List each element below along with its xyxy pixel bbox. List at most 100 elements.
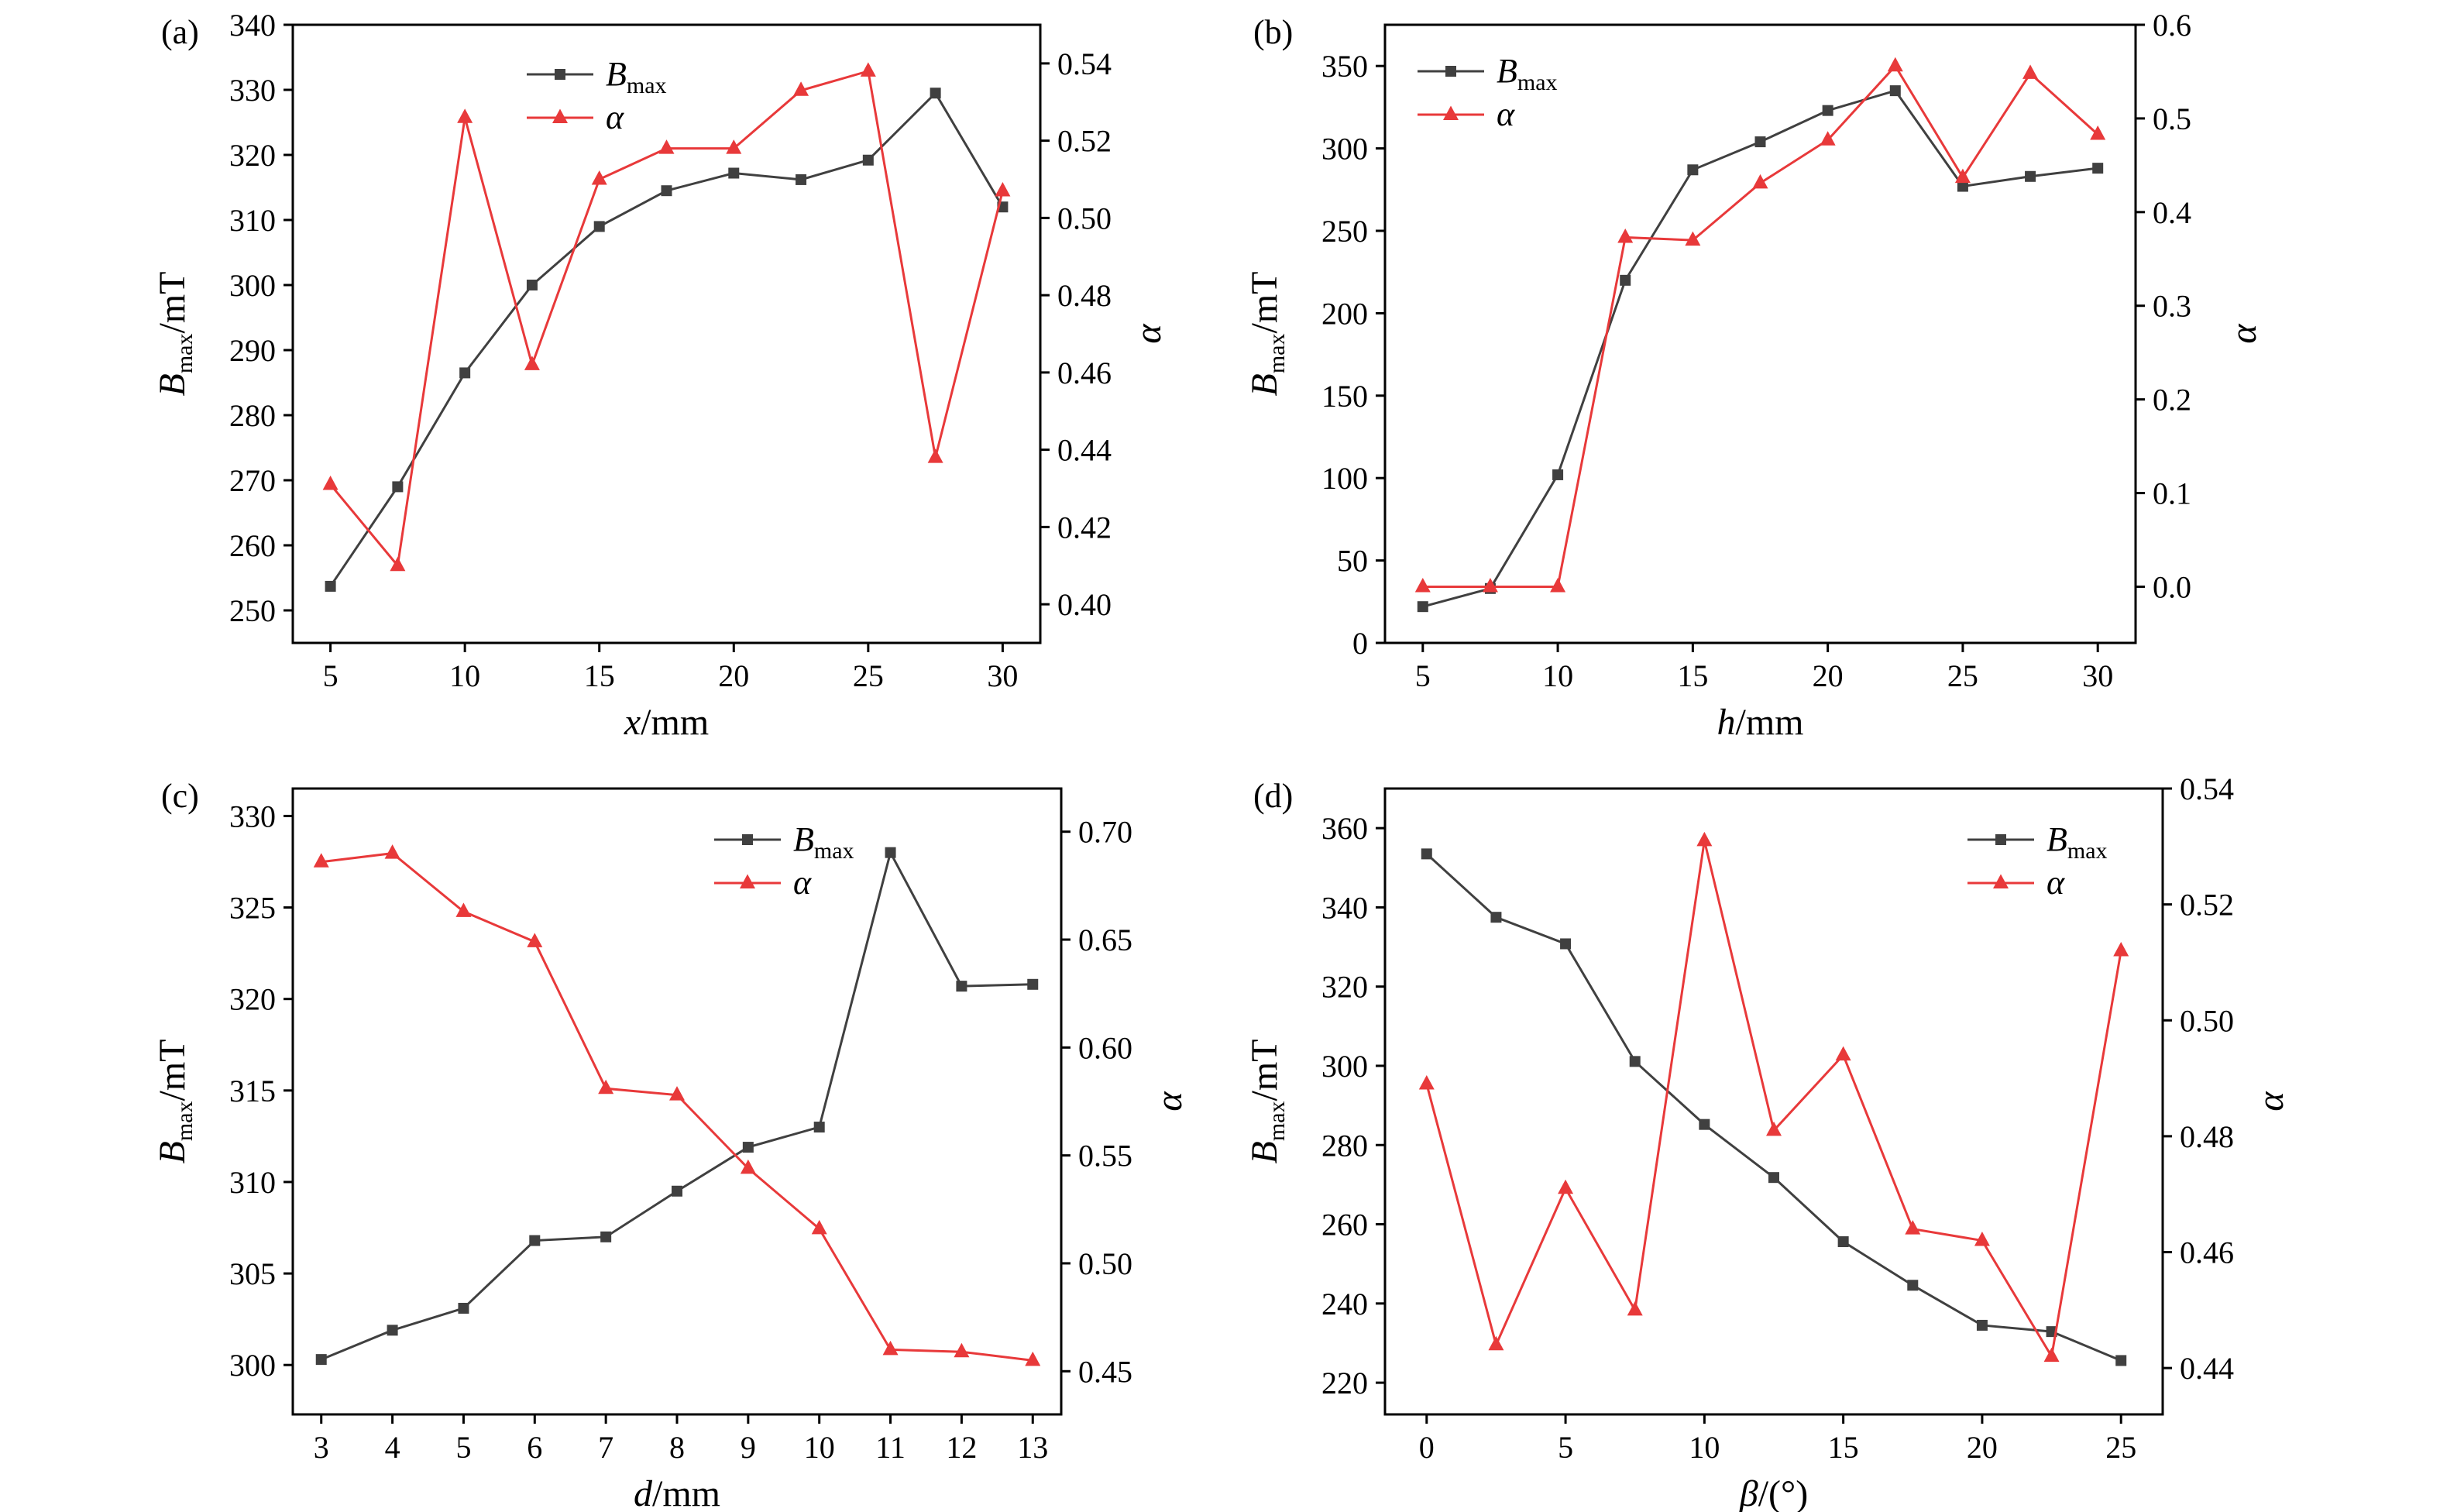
data-point-bmax (813, 1122, 825, 1133)
data-point-bmax (315, 1354, 327, 1366)
x-tick-label: 9 (741, 1430, 756, 1465)
data-point-bmax (1421, 848, 1432, 860)
data-point-alpha (384, 844, 400, 859)
y-left-tick-label: 320 (1321, 970, 1368, 1005)
data-point-bmax (2092, 163, 2104, 174)
data-point-bmax (1027, 978, 1039, 990)
data-point-alpha (882, 1340, 899, 1356)
data-point-alpha (1550, 577, 1566, 593)
y-left-tick-label: 260 (1321, 1208, 1368, 1242)
data-point-alpha (1752, 174, 1768, 189)
y-right-tick-label: 0.44 (1057, 433, 1112, 468)
y-right-tick-label: 0.0 (2153, 569, 2191, 604)
data-point-bmax (1754, 136, 1766, 148)
x-tick-label: 20 (718, 658, 749, 693)
legend-label: Bmax (2047, 820, 2108, 864)
y-right-tick-label: 0.70 (1078, 815, 1132, 850)
data-point-alpha (390, 556, 406, 572)
y-left-axis-label: Bmax/mT (152, 1040, 198, 1164)
data-point-bmax (1560, 938, 1572, 950)
data-point-alpha (1954, 168, 1971, 184)
legend-label: Bmax (606, 55, 667, 98)
y-right-tick-label: 0.4 (2153, 195, 2191, 230)
y-right-tick-label: 0.2 (2153, 383, 2191, 418)
chart-panel-a: 5 10 15 20 25 30 250 260 270 280 290 300 310 320 330 34… (152, 8, 1169, 743)
data-point-alpha (1482, 577, 1498, 593)
y-right-tick-label: 0.55 (1078, 1139, 1132, 1174)
series-line-bmax (1422, 89, 2098, 608)
y-left-tick-label: 280 (1321, 1128, 1368, 1163)
chart-panel-c: 3 4 5 6 7 8 9 10 11 12 13 300 305 310 315 320 325 330 0.45… (152, 777, 1190, 1512)
legend-marker (555, 69, 565, 80)
data-point-bmax (2025, 170, 2036, 182)
x-tick-label: 10 (1689, 1430, 1720, 1465)
legend-label: α (2047, 864, 2065, 902)
data-point-alpha (313, 853, 329, 868)
y-left-tick-label: 310 (229, 1165, 276, 1200)
y-left-tick-label: 320 (229, 138, 276, 173)
data-point-bmax (672, 1185, 682, 1197)
data-point-bmax (1976, 1319, 1988, 1331)
data-point-alpha (954, 1342, 970, 1358)
data-point-alpha (927, 448, 943, 463)
data-point-alpha (1025, 1351, 1041, 1366)
y-right-tick-label: 0.6 (2153, 8, 2191, 43)
data-point-alpha (1820, 131, 1836, 146)
data-point-bmax (1687, 164, 1699, 176)
x-tick-label: 8 (669, 1430, 685, 1465)
data-point-bmax (387, 1325, 398, 1336)
data-point-alpha (1558, 1179, 1574, 1194)
y-left-axis-label: Bmax/mT (1244, 272, 1290, 397)
chart-panel-b: 5 10 15 20 25 300501001502002503003500.00.10.… (1244, 8, 2264, 743)
y-left-tick-label: 340 (229, 8, 276, 43)
y-right-axis-label: α (2250, 1091, 2291, 1112)
plot-frame (291, 23, 1042, 644)
y-left-tick-label: 300 (229, 1348, 276, 1383)
x-tick-label: 25 (853, 658, 884, 693)
y-right-tick-label: 0.42 (1057, 510, 1112, 545)
y-right-tick-label: 0.48 (1057, 278, 1112, 313)
y-right-tick-label: 0.40 (1057, 587, 1112, 622)
data-point-bmax (862, 154, 874, 166)
panel-label: (b) (1253, 13, 1293, 51)
x-tick-label: 12 (946, 1430, 977, 1465)
y-right-tick-label: 0.50 (2180, 1003, 2234, 1038)
data-point-alpha (860, 62, 876, 77)
series-line-bmax (321, 849, 1033, 1361)
y-left-tick-label: 330 (229, 73, 276, 108)
data-point-alpha (2113, 941, 2129, 957)
x-tick-label: 0 (1419, 1430, 1435, 1465)
panel-label: (c) (161, 777, 199, 815)
y-left-tick-label: 200 (1321, 296, 1368, 331)
legend-label: Bmax (793, 820, 854, 864)
y-left-tick-label: 305 (229, 1256, 276, 1291)
series-line-alpha (1425, 840, 2122, 1360)
y-right-tick-label: 0.46 (2180, 1235, 2234, 1270)
data-point-alpha (669, 1086, 685, 1101)
data-point-alpha (1418, 1075, 1435, 1090)
data-point-bmax (1699, 1119, 1710, 1130)
y-left-tick-label: 300 (229, 268, 276, 303)
data-point-bmax (1957, 180, 1968, 192)
x-axis-label: h/mm (1717, 702, 1803, 743)
data-point-alpha (811, 1219, 827, 1235)
data-point-alpha (658, 139, 675, 154)
data-point-alpha (1766, 1121, 1782, 1136)
data-point-bmax (1552, 469, 1564, 480)
data-point-alpha (1696, 831, 1713, 847)
data-point-alpha (1488, 1335, 1504, 1351)
legend-marker (740, 874, 755, 888)
x-tick-label: 30 (987, 658, 1018, 693)
data-point-alpha (995, 181, 1011, 197)
y-left-tick-label: 320 (229, 982, 276, 1017)
y-left-tick-label: 100 (1321, 461, 1368, 496)
x-tick-label: 10 (449, 658, 480, 693)
series-line-bmax (1425, 853, 2122, 1362)
data-point-bmax (1907, 1280, 1919, 1291)
y-left-tick-label: 150 (1321, 379, 1368, 414)
y-left-tick-label: 240 (1321, 1287, 1368, 1321)
data-point-alpha (1887, 57, 1903, 72)
data-point-bmax (1822, 105, 1833, 116)
legend-label: α (606, 98, 624, 136)
